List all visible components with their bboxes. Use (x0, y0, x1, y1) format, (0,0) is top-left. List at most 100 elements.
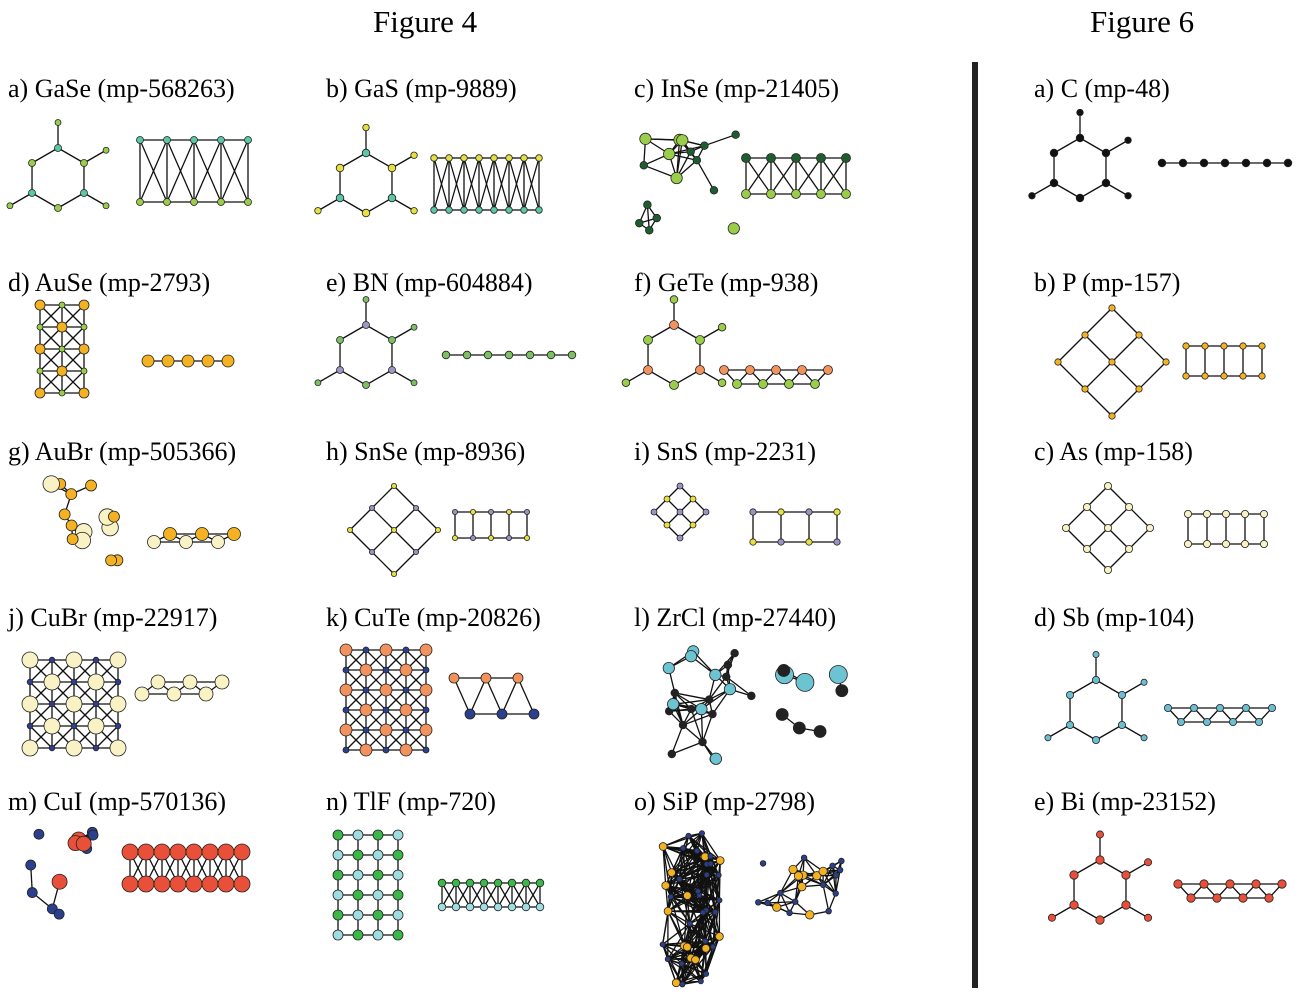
atom (1075, 133, 1085, 143)
atom (805, 538, 813, 546)
bond (682, 832, 703, 849)
atom (741, 153, 751, 163)
bond (365, 324, 393, 341)
atom (658, 842, 668, 851)
atom (190, 136, 198, 144)
atom (691, 955, 700, 965)
bond (1079, 182, 1107, 199)
atom (1182, 372, 1190, 380)
bond (517, 677, 535, 715)
atom (698, 830, 705, 837)
atom (662, 661, 675, 675)
bond (1111, 361, 1140, 390)
atom (686, 147, 695, 156)
bond (667, 894, 700, 912)
bond (497, 882, 513, 908)
figure6-panel-label: d) Sb (mp-104) (1034, 603, 1195, 632)
atom (1104, 566, 1113, 575)
atom (1083, 502, 1092, 511)
bond (385, 689, 407, 711)
atom (87, 829, 99, 841)
atom (163, 198, 171, 206)
bond (1107, 527, 1130, 550)
atom (65, 519, 78, 532)
atom (505, 535, 512, 542)
atom (451, 508, 458, 515)
atom (667, 868, 676, 877)
atom (707, 853, 714, 860)
bond (193, 139, 222, 203)
atom (708, 709, 717, 719)
atom (244, 136, 252, 144)
atom (382, 666, 390, 674)
atom (1124, 192, 1132, 200)
atom (682, 942, 692, 952)
figure4-panel-structure (662, 645, 849, 765)
atom (1044, 734, 1052, 742)
atom (75, 835, 92, 852)
figure4-panel-structure (314, 296, 577, 389)
bond (448, 157, 465, 211)
atom (1178, 158, 1188, 168)
atom (684, 650, 698, 663)
atom (136, 198, 144, 206)
atom (1028, 192, 1036, 200)
atom (703, 871, 710, 878)
bond (1086, 485, 1109, 508)
atom (58, 508, 71, 521)
atom (1220, 158, 1230, 168)
figure4-panel-label: b) GaS (mp-9889) (326, 74, 517, 103)
atom (182, 674, 198, 690)
atom (54, 119, 62, 126)
atom (512, 672, 524, 684)
bond (682, 847, 708, 876)
atom (1220, 342, 1228, 350)
bond (1086, 527, 1109, 550)
atom (121, 875, 139, 893)
atom (810, 379, 820, 389)
atom (535, 206, 543, 214)
bond (1069, 679, 1097, 696)
bond (371, 507, 395, 531)
atom (479, 902, 489, 912)
bond (1057, 334, 1086, 363)
atom (48, 656, 56, 664)
atom (469, 535, 476, 542)
atom (685, 832, 692, 839)
figure4-panel-label: n) TlF (mp-720) (326, 787, 496, 816)
atom (697, 978, 704, 985)
atom (198, 686, 214, 702)
atom (465, 902, 475, 912)
atom (66, 533, 79, 545)
bond (345, 689, 367, 711)
atom (695, 365, 705, 375)
atom (422, 746, 430, 754)
bond (667, 878, 680, 912)
atom (368, 504, 375, 511)
atom (1201, 342, 1209, 350)
bond (681, 946, 714, 985)
atom (777, 538, 785, 546)
atom (1239, 342, 1247, 350)
atom (793, 871, 804, 881)
atom (469, 508, 476, 515)
atom (460, 206, 468, 214)
atom (1222, 509, 1231, 518)
atom (1241, 509, 1250, 518)
bond (697, 891, 706, 942)
atom (114, 722, 122, 730)
bond (705, 946, 714, 975)
bond (770, 157, 797, 195)
atom (419, 643, 433, 657)
atom (717, 323, 727, 332)
bond (73, 659, 97, 683)
atom (379, 683, 393, 697)
atom (163, 136, 171, 144)
bond (433, 157, 450, 211)
atom (109, 739, 127, 757)
atom (150, 674, 166, 690)
atom (410, 323, 418, 331)
atom (70, 722, 78, 730)
bond (73, 703, 97, 727)
atom (772, 902, 782, 912)
